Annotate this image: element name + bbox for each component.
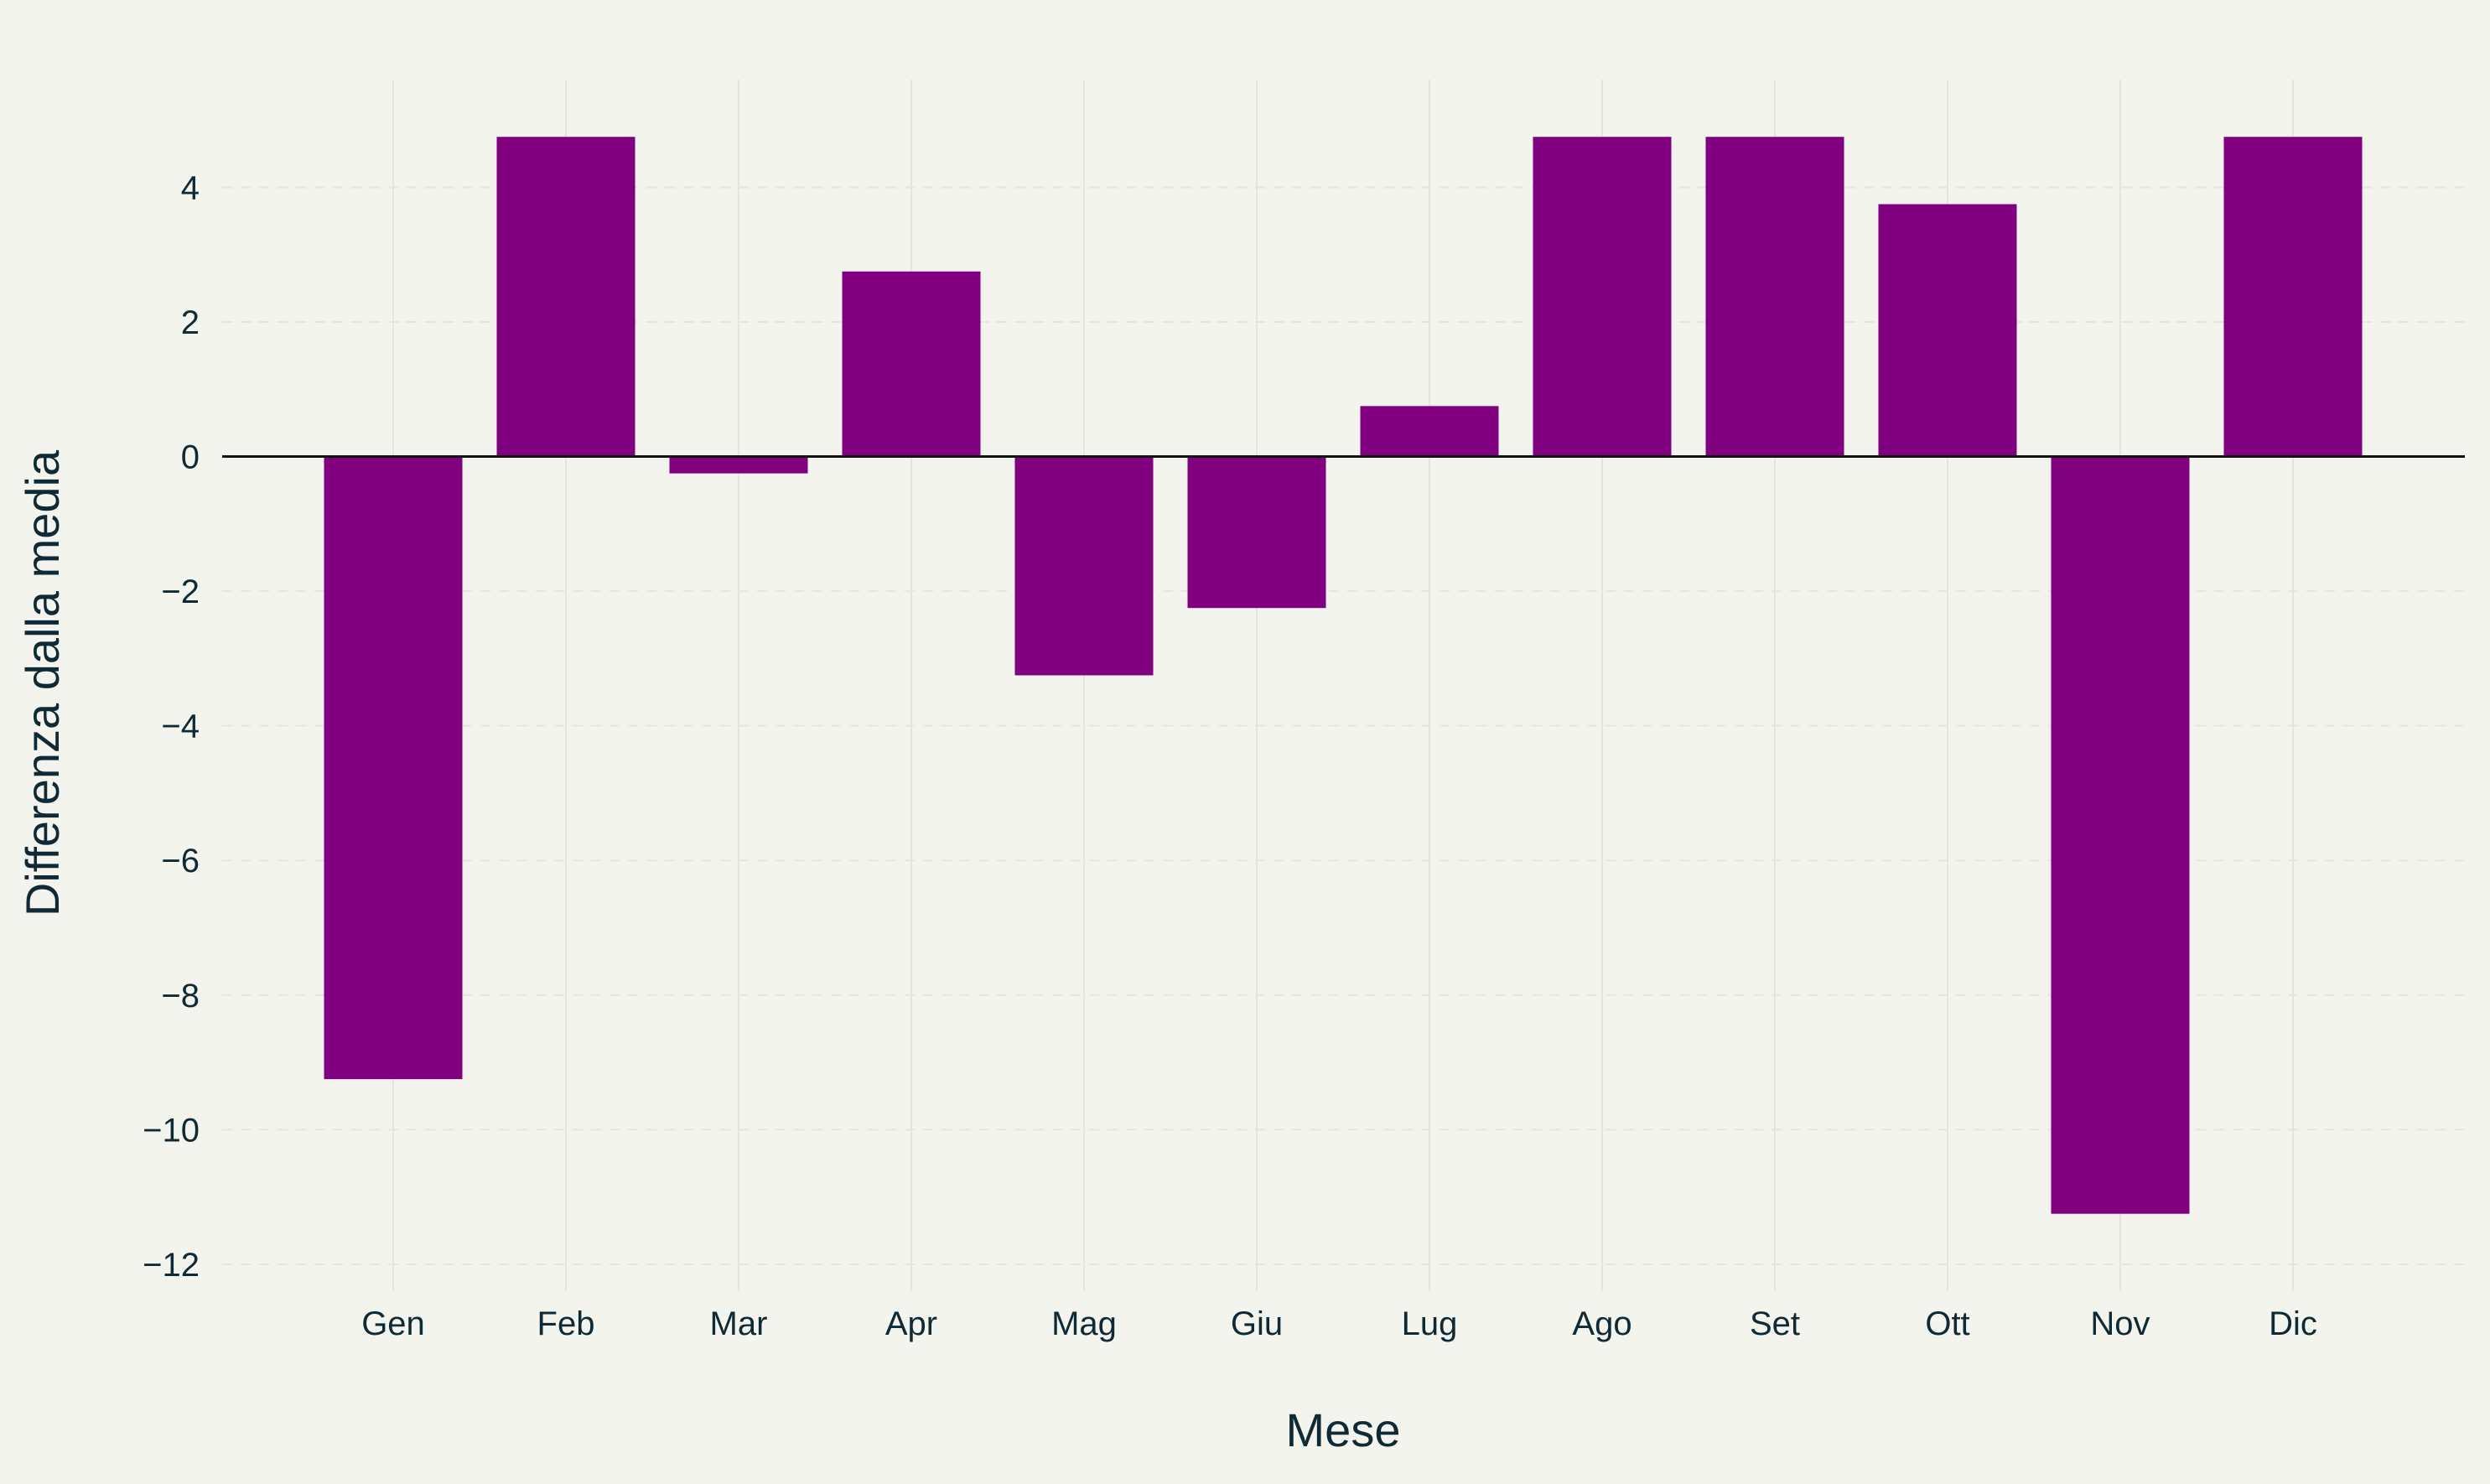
bar-ago (1533, 137, 1672, 457)
y-tick-label: 2 (181, 304, 200, 341)
y-tick-label: −8 (161, 978, 200, 1014)
y-tick-labels: 4 2 0 −2 −4 −6 −8 −10 −12 (143, 169, 200, 1283)
bar-mag (1014, 456, 1154, 676)
y-tick-label: −12 (143, 1247, 200, 1284)
x-tick-label: Ott (1925, 1305, 1969, 1342)
y-tick-label: −10 (143, 1112, 200, 1149)
x-tick-labels: Gen Feb Mar Apr Mag Giu Lug Ago Set Ott Nov Dic (361, 1305, 2317, 1342)
x-tick-label: Lug (1402, 1305, 1458, 1342)
bar-lug (1360, 406, 1499, 457)
x-axis-title: Mese (1286, 1404, 1401, 1456)
bar-nov (2051, 456, 2190, 1214)
y-tick-label: 0 (181, 439, 200, 476)
x-tick-label: Nov (2090, 1305, 2150, 1342)
y-tick-label: −2 (161, 573, 200, 610)
x-tick-label: Feb (537, 1305, 595, 1342)
bar-dic (2223, 137, 2363, 457)
x-tick-label: Giu (1231, 1305, 1283, 1342)
x-tick-label: Mag (1051, 1305, 1117, 1342)
y-tick-label: 4 (181, 169, 200, 206)
x-tick-label: Apr (885, 1305, 937, 1342)
x-tick-label: Dic (2269, 1305, 2317, 1342)
y-tick-label: −4 (161, 708, 200, 745)
x-tick-label: Ago (1572, 1305, 1631, 1342)
x-tick-label: Mar (710, 1305, 768, 1342)
x-tick-label: Gen (361, 1305, 425, 1342)
bar-giu (1187, 456, 1326, 609)
bar-apr (842, 271, 981, 457)
y-tick-label: −6 (161, 843, 200, 880)
y-axis-title: Differenza dalla media (16, 449, 69, 916)
bar-ott (1878, 204, 2017, 457)
bars (324, 137, 2363, 1214)
x-tick-label: Set (1750, 1305, 1800, 1342)
bar-set (1705, 137, 1844, 457)
bar-gen (324, 456, 463, 1080)
bar-feb (496, 137, 635, 457)
bar-mar (669, 456, 808, 474)
